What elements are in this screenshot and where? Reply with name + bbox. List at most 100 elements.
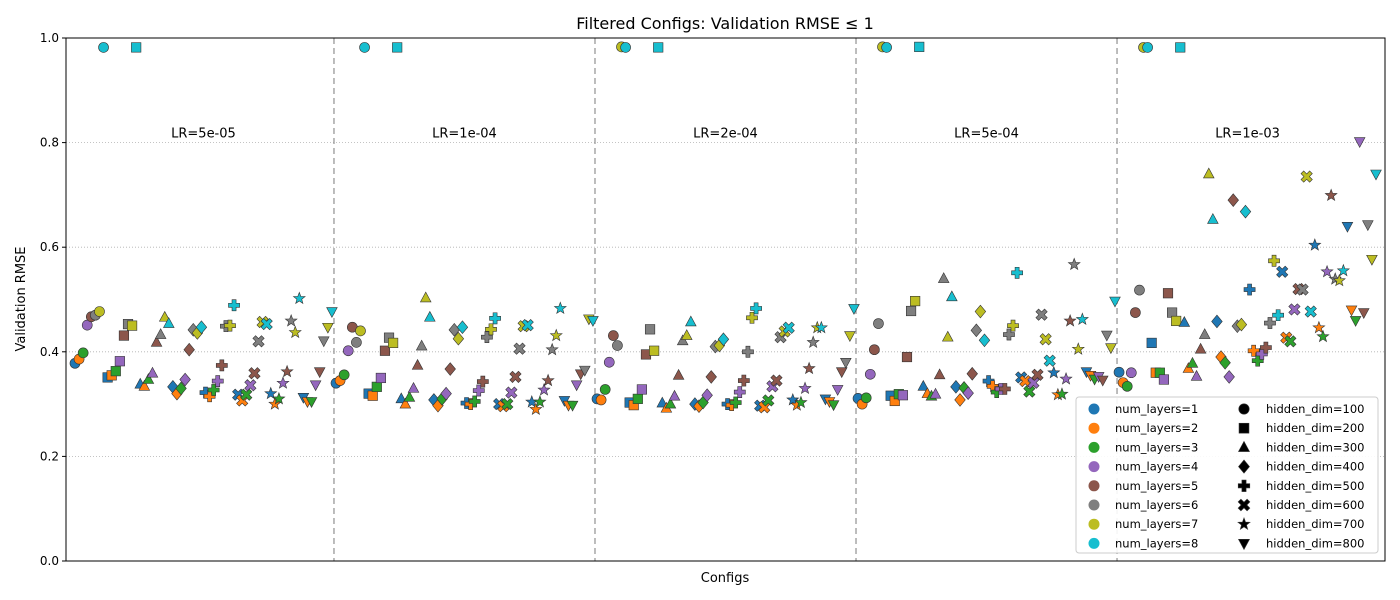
data-point	[814, 320, 828, 334]
legend-marker-swatch	[1238, 459, 1250, 474]
data-point	[94, 306, 105, 317]
legend-box	[1075, 396, 1379, 554]
data-point	[379, 345, 391, 356]
legend-color-swatch	[1088, 518, 1100, 530]
lr-group-label: LR=2e-04	[693, 127, 758, 142]
data-point	[1134, 284, 1145, 296]
data-point	[1304, 305, 1317, 318]
data-point	[411, 358, 424, 370]
data-point	[954, 393, 966, 407]
legend-marker-swatch	[1238, 422, 1250, 434]
data-point	[456, 320, 469, 335]
data-point	[424, 310, 436, 322]
data-point	[388, 337, 399, 348]
legend-marker-label: hidden_dim=800	[1266, 536, 1364, 550]
lr-group-label: LR=1e-04	[432, 127, 497, 142]
data-point	[146, 366, 159, 378]
data-point	[240, 388, 253, 401]
legend-color-label: num_layers=1	[1115, 402, 1198, 416]
data-point	[1019, 375, 1032, 388]
data-point	[309, 380, 322, 392]
data-point	[1121, 380, 1133, 392]
data-point	[737, 374, 750, 387]
data-point	[207, 384, 220, 396]
data-point	[869, 344, 880, 356]
data-point	[844, 331, 856, 343]
data-point	[978, 333, 991, 348]
y-tick-label: 0.6	[40, 240, 59, 254]
data-point	[399, 397, 412, 409]
data-point	[933, 368, 946, 380]
data-point	[578, 365, 591, 377]
data-point	[1316, 329, 1330, 343]
data-point	[367, 390, 378, 401]
data-point	[835, 367, 848, 379]
data-point	[644, 324, 656, 335]
data-point	[746, 311, 758, 324]
data-point	[355, 325, 366, 337]
data-point	[158, 310, 171, 322]
data-point	[359, 42, 370, 53]
data-point	[1125, 367, 1137, 379]
data-point	[653, 42, 664, 53]
data-point	[570, 380, 583, 392]
data-point	[537, 383, 551, 396]
data-point	[1071, 342, 1085, 355]
data-point	[1332, 273, 1346, 287]
data-point	[440, 386, 452, 401]
data-point	[608, 330, 619, 341]
data-point	[513, 342, 526, 355]
y-tick-label: 0.2	[40, 449, 59, 463]
data-point	[419, 291, 432, 303]
data-point	[672, 368, 685, 380]
data-point	[317, 336, 330, 348]
data-point	[371, 381, 382, 392]
data-point	[77, 347, 89, 359]
legend-marker-label: hidden_dim=400	[1266, 460, 1364, 474]
legend-marker-swatch	[1237, 440, 1251, 452]
data-point	[1211, 314, 1223, 329]
data-point	[1300, 170, 1313, 183]
legend-color-label: num_layers=2	[1115, 421, 1198, 435]
data-point	[1366, 254, 1378, 266]
data-point	[1031, 368, 1044, 381]
legend-color-swatch	[1088, 403, 1100, 415]
legend-color-swatch	[1088, 480, 1100, 492]
data-point	[313, 367, 326, 379]
data-point	[612, 340, 623, 351]
data-point	[138, 379, 151, 391]
data-point	[150, 335, 163, 347]
data-point	[375, 372, 386, 384]
data-point	[1186, 356, 1199, 368]
data-point	[1336, 263, 1350, 277]
legend-color-label: num_layers=7	[1115, 517, 1198, 531]
legend-marker-label: hidden_dim=300	[1266, 440, 1364, 454]
legend-color-label: num_layers=8	[1115, 536, 1198, 550]
data-point	[864, 368, 876, 380]
data-point	[1288, 303, 1301, 316]
data-point	[260, 317, 273, 331]
lr-group-label: LR=5e-05	[171, 127, 236, 142]
data-point	[848, 304, 860, 315]
gridlines	[66, 142, 1385, 457]
data-point	[1345, 305, 1358, 317]
data-point	[1011, 266, 1023, 279]
data-point	[595, 394, 607, 406]
data-point	[950, 380, 962, 394]
data-point	[326, 307, 338, 318]
legend-marker-label: hidden_dim=500	[1266, 479, 1364, 493]
legend-color-label: num_layers=6	[1115, 498, 1198, 512]
chart-title: Filtered Configs: Validation RMSE ≤ 1	[576, 14, 874, 33]
data-point	[154, 328, 167, 339]
data-point	[599, 384, 611, 395]
legend-marker-swatch	[1237, 538, 1251, 551]
data-point	[1219, 355, 1231, 370]
data-point	[110, 366, 121, 377]
data-point	[998, 383, 1011, 395]
data-point	[1059, 372, 1073, 385]
data-point	[1353, 137, 1366, 149]
data-point	[131, 42, 142, 53]
data-point	[860, 392, 872, 404]
data-point	[1223, 370, 1235, 384]
